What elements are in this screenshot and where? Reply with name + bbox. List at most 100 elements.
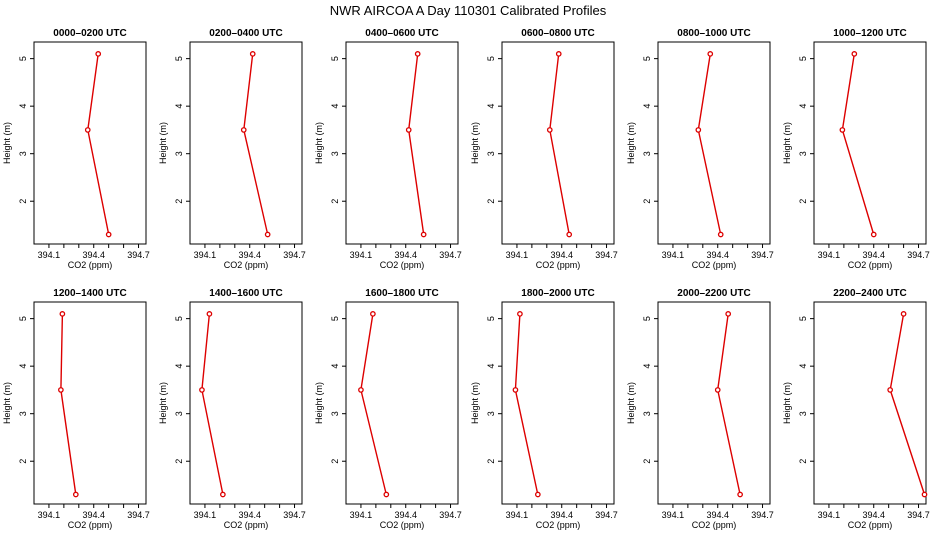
x-tick-label: 394.7 <box>595 250 618 260</box>
x-tick-label: 394.1 <box>662 250 685 260</box>
y-tick-label: 3 <box>486 151 496 156</box>
profile-point <box>59 311 66 317</box>
y-axis-label: Height (m) <box>314 122 324 164</box>
profile-point <box>414 51 421 57</box>
x-axis-label: CO2 (ppm) <box>692 520 737 530</box>
figure-title: NWR AIRCOA A Day 110301 Calibrated Profi… <box>330 3 607 18</box>
y-tick-label: 2 <box>174 459 184 464</box>
y-tick-label: 4 <box>330 104 340 109</box>
y-tick-label: 3 <box>330 151 340 156</box>
x-tick-label: 394.1 <box>506 510 529 520</box>
profile-point <box>199 387 205 393</box>
profile-point <box>249 51 256 57</box>
y-tick-label: 3 <box>642 411 652 416</box>
x-tick-label: 394.7 <box>439 250 462 260</box>
profile-point <box>921 491 928 498</box>
y-tick-label: 4 <box>18 364 28 369</box>
y-tick-label: 2 <box>174 199 184 204</box>
x-tick-label: 394.1 <box>818 510 841 520</box>
y-axis-label: Height (m) <box>158 382 168 424</box>
profile-point <box>105 231 112 238</box>
x-tick-label: 394.7 <box>127 250 150 260</box>
y-tick-label: 3 <box>798 151 808 156</box>
x-tick-label: 394.4 <box>706 250 729 260</box>
x-axis-label: CO2 (ppm) <box>224 260 269 270</box>
x-tick-label: 394.4 <box>394 510 417 520</box>
panel-title: 0800–1000 UTC <box>677 28 750 39</box>
plot-frame <box>813 301 927 505</box>
y-axis-label: Height (m) <box>314 382 324 424</box>
y-tick-label: 5 <box>18 56 28 61</box>
profile-point <box>566 231 573 238</box>
x-tick-label: 394.7 <box>907 250 930 260</box>
panel-title: 1400–1600 UTC <box>209 288 282 299</box>
profile-point <box>725 311 732 317</box>
y-tick-label: 2 <box>798 459 808 464</box>
y-axis-label: Height (m) <box>626 382 636 424</box>
x-tick-label: 394.1 <box>818 250 841 260</box>
x-tick-label: 394.1 <box>194 250 217 260</box>
y-axis-label: Height (m) <box>470 122 480 164</box>
profile-line <box>243 53 269 235</box>
profile-point <box>707 51 714 57</box>
x-tick-label: 394.4 <box>82 510 105 520</box>
profile-point <box>84 127 91 133</box>
y-tick-label: 5 <box>798 56 808 61</box>
x-tick-label: 394.4 <box>550 250 573 260</box>
profile-point <box>405 127 412 133</box>
y-tick-label: 5 <box>174 56 184 61</box>
y-tick-label: 4 <box>18 104 28 109</box>
profile-line <box>87 53 110 235</box>
y-tick-label: 5 <box>330 316 340 321</box>
profile-point <box>206 311 213 317</box>
y-tick-label: 3 <box>174 411 184 416</box>
y-tick-label: 2 <box>642 459 652 464</box>
profile-line <box>407 53 425 235</box>
panel-title: 0200–0400 UTC <box>209 28 282 39</box>
profile-line <box>549 53 570 235</box>
x-axis-label: CO2 (ppm) <box>380 520 425 530</box>
profile-panel: 1200–1400 UTC 394.1 394.4 394.7 CO2 (ppm) 2 3 4… <box>2 288 150 530</box>
y-tick-label: 3 <box>642 151 652 156</box>
panel-title: 1200–1400 UTC <box>53 288 126 299</box>
y-tick-label: 5 <box>486 316 496 321</box>
plot-frame <box>501 301 615 505</box>
profile-point <box>695 127 702 133</box>
profile-point <box>264 231 271 238</box>
x-tick-label: 394.1 <box>350 510 373 520</box>
plot-frame <box>33 301 147 505</box>
y-tick-label: 4 <box>330 364 340 369</box>
y-tick-label: 2 <box>18 459 28 464</box>
profile-panel: 0000–0200 UTC 394.1 394.4 394.7 CO2 (ppm) 2 3 4… <box>2 28 150 270</box>
x-axis-label: CO2 (ppm) <box>848 520 893 530</box>
profile-panel: 0800–1000 UTC 394.1 394.4 394.7 CO2 (ppm) 2 3 4… <box>626 28 774 270</box>
y-tick-label: 4 <box>798 104 808 109</box>
y-tick-label: 2 <box>798 199 808 204</box>
panels-grid: 0000–0200 UTC 394.1 394.4 394.7 CO2 (ppm) 2 3 4… <box>2 28 930 530</box>
profile-panel: 2200–2400 UTC 394.1 394.4 394.7 CO2 (ppm) 2 3 4… <box>782 288 930 530</box>
profile-line <box>716 313 741 495</box>
profile-panel: 0600–0800 UTC 394.1 394.4 394.7 CO2 (ppm) 2 3 4… <box>470 28 618 270</box>
profile-point <box>737 491 743 498</box>
y-axis-label: Height (m) <box>626 122 636 164</box>
profile-panel: 1800–2000 UTC 394.1 394.4 394.7 CO2 (ppm) 2 3 4… <box>470 288 618 530</box>
x-tick-label: 394.1 <box>350 250 373 260</box>
profile-point <box>555 51 562 57</box>
x-tick-label: 394.7 <box>907 510 930 520</box>
profile-line <box>60 313 77 495</box>
x-tick-label: 394.4 <box>862 510 885 520</box>
x-tick-label: 394.7 <box>751 510 774 520</box>
y-axis-label: Height (m) <box>158 122 168 164</box>
profile-line <box>841 53 875 235</box>
x-axis-label: CO2 (ppm) <box>848 260 893 270</box>
y-tick-label: 5 <box>486 56 496 61</box>
x-tick-label: 394.1 <box>38 510 61 520</box>
profile-point <box>517 311 523 317</box>
y-tick-label: 4 <box>642 104 652 109</box>
profile-panel: 0400–0600 UTC 394.1 394.4 394.7 CO2 (ppm) 2 3 4… <box>314 28 462 270</box>
plot-frame <box>657 41 771 245</box>
x-tick-label: 394.4 <box>394 250 417 260</box>
plot-frame <box>345 41 459 245</box>
y-tick-label: 2 <box>330 199 340 204</box>
